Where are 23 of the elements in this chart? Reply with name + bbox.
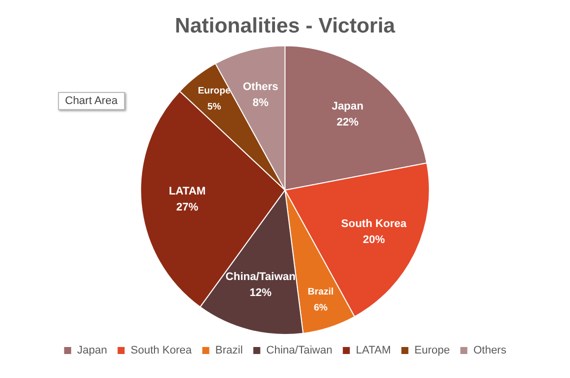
- data-label: 27%: [176, 201, 198, 214]
- data-label: 22%: [336, 116, 359, 128]
- slice-label: Japan: [332, 100, 364, 112]
- chart-title: Nationalities - Victoria: [174, 14, 396, 38]
- data-label: 12%: [250, 287, 272, 300]
- legend-label: South Korea: [130, 344, 193, 357]
- legend-label: Europe: [414, 344, 450, 357]
- slice-label: Europe: [198, 85, 231, 96]
- data-label: 6%: [314, 302, 328, 314]
- slice-label: Others: [242, 81, 278, 94]
- data-label: 20%: [362, 234, 386, 246]
- slice-label: China/Taiwan: [226, 271, 296, 284]
- slice-label: LATAM: [168, 185, 206, 198]
- slice-label: South Korea: [341, 218, 408, 230]
- data-label: 8%: [252, 97, 269, 110]
- legend-label: LATAM: [356, 344, 391, 357]
- text: Chart Area: [58, 92, 125, 110]
- legend-label: Others: [473, 344, 507, 357]
- legend-label: Japan: [77, 344, 108, 357]
- slice-label: Brazil: [308, 286, 334, 298]
- data-label: 5%: [207, 101, 222, 112]
- legend-label: Brazil: [215, 344, 243, 357]
- legend-label: China/Taiwan: [266, 344, 332, 357]
